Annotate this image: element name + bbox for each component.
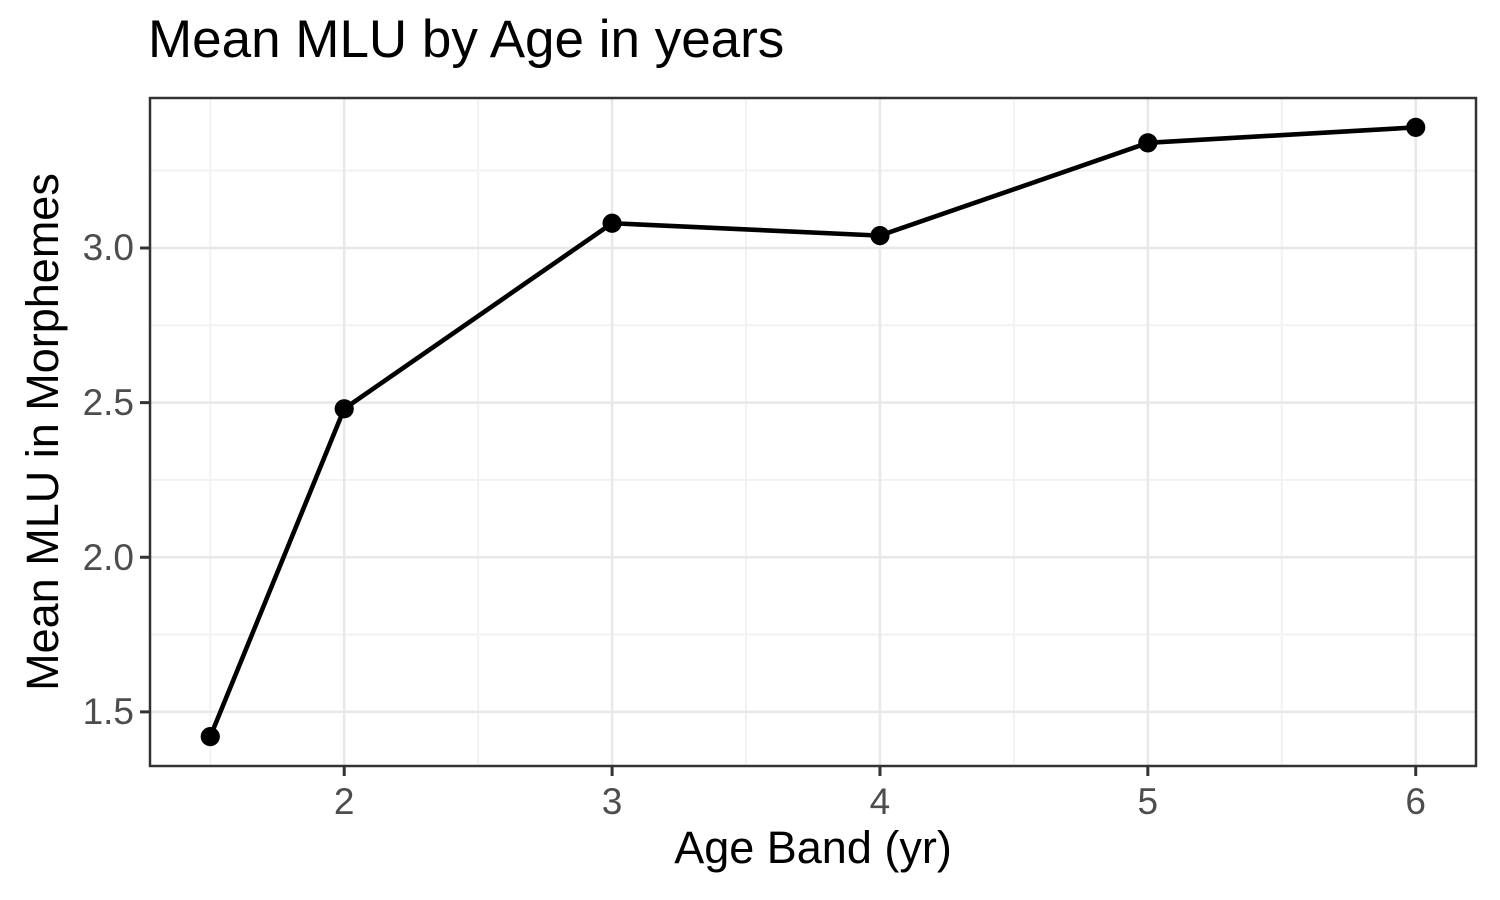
data-point xyxy=(602,213,622,233)
y-axis-title: Mean MLU in Morphemes xyxy=(17,173,68,691)
x-tick-label: 4 xyxy=(869,781,891,822)
data-point xyxy=(200,727,220,747)
data-point xyxy=(1138,133,1158,153)
x-tick-label: 6 xyxy=(1405,781,1426,822)
y-tick-label: 2.0 xyxy=(82,536,134,578)
x-axis-title: Age Band (yr) xyxy=(674,822,952,873)
panel-background xyxy=(150,98,1476,766)
data-point xyxy=(870,226,890,246)
chart-title: Mean MLU by Age in years xyxy=(148,10,785,69)
series-line xyxy=(208,125,1416,738)
data-point xyxy=(1406,117,1426,137)
data-point xyxy=(334,399,354,419)
x-tick-label: 3 xyxy=(601,781,623,822)
x-tick-label: 5 xyxy=(1137,781,1159,822)
y-tick-label: 1.5 xyxy=(82,691,134,733)
y-tick-label: 3.0 xyxy=(82,227,134,269)
panel-border xyxy=(148,96,1478,768)
y-tick-label: 2.5 xyxy=(82,382,134,424)
x-tick-label: 2 xyxy=(333,781,355,822)
